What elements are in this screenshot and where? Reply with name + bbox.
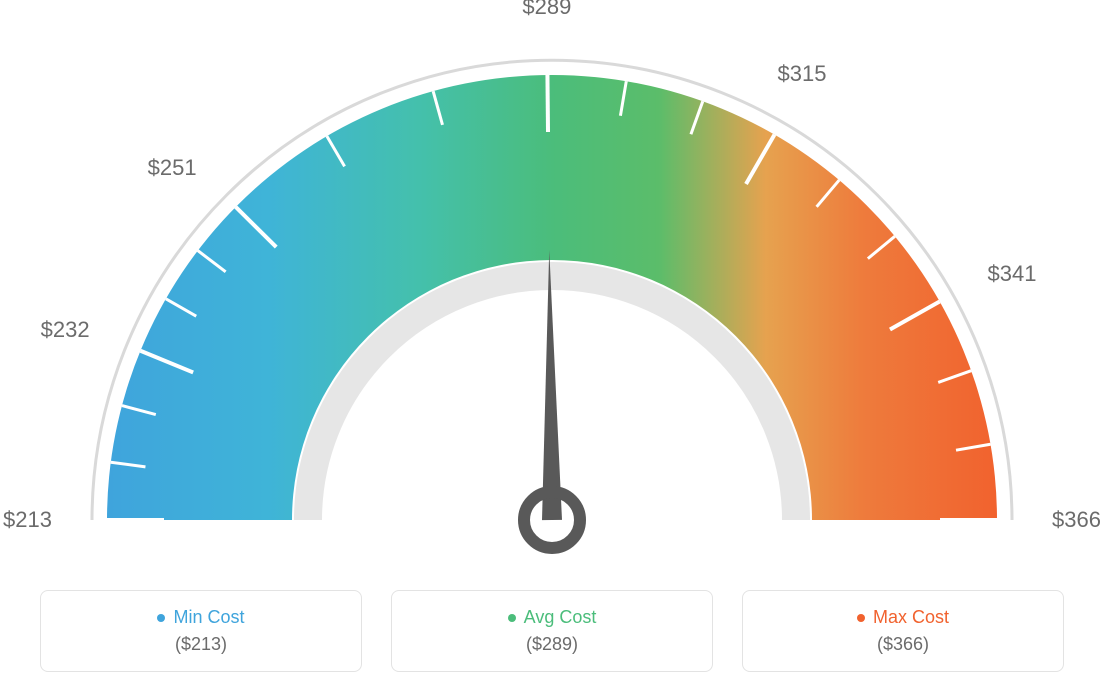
tick-label: $289	[522, 0, 571, 20]
legend-title: Avg Cost	[524, 607, 597, 628]
tick-label: $341	[988, 261, 1037, 287]
legend-value: ($366)	[877, 634, 929, 655]
legend-value: ($213)	[175, 634, 227, 655]
needle	[542, 250, 562, 520]
legend-value: ($289)	[526, 634, 578, 655]
tick-label: $232	[41, 317, 90, 343]
gauge-chart-container: $213 $232 $251 $289 $315 $341 $366 Min Cost ($2…	[0, 0, 1104, 690]
legend-title-row: Max Cost	[857, 607, 949, 628]
tick-major	[547, 75, 548, 132]
legend-dot-icon	[857, 614, 865, 622]
legend-card: Max Cost ($366)	[742, 590, 1064, 672]
legend-title: Min Cost	[173, 607, 244, 628]
tick-label: $315	[778, 61, 827, 87]
tick-label: $213	[3, 507, 52, 533]
gauge-svg	[0, 0, 1104, 580]
legend-card: Min Cost ($213)	[40, 590, 362, 672]
legend-dot-icon	[508, 614, 516, 622]
tick-label: $366	[1052, 507, 1101, 533]
legend-dot-icon	[157, 614, 165, 622]
tick-label: $251	[148, 155, 197, 181]
legend-title: Max Cost	[873, 607, 949, 628]
legend-card: Avg Cost ($289)	[391, 590, 713, 672]
legend-row: Min Cost ($213) Avg Cost ($289) Max Cost ($36…	[0, 590, 1104, 672]
legend-title-row: Avg Cost	[508, 607, 597, 628]
legend-title-row: Min Cost	[157, 607, 244, 628]
